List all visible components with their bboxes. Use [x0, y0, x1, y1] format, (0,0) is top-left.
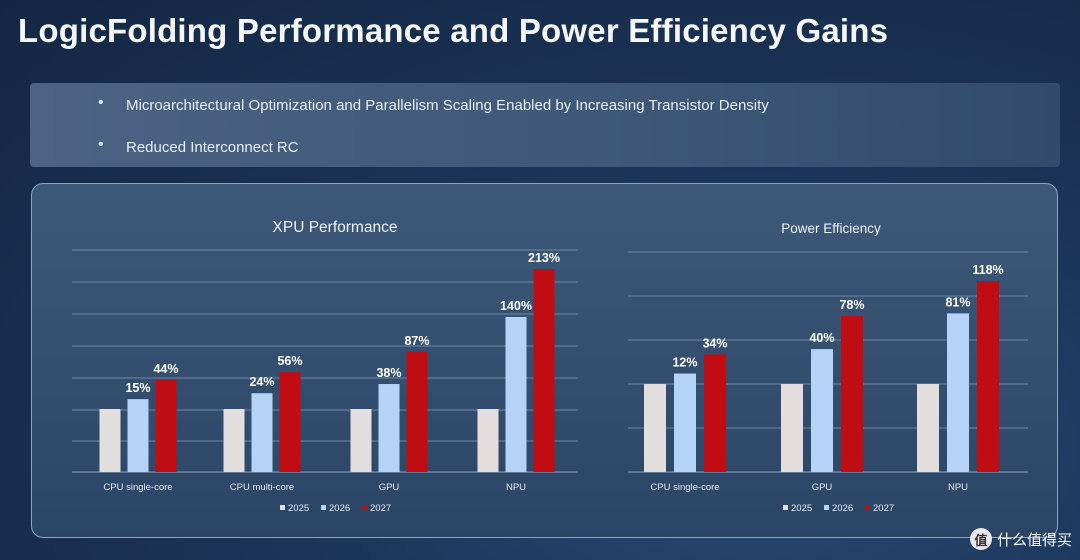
- xpu-bar-gpu-2027: [406, 351, 428, 472]
- xpu-legend-swatch-2027: [362, 505, 367, 510]
- xpu-data-label-cpu-single-core-2027: 44%: [153, 362, 178, 376]
- xpu-data-label-cpu-multi-core-2027: 56%: [277, 354, 302, 368]
- xpu-legend-label-2026: 2026: [329, 503, 350, 514]
- eff-bar-gpu-2026: [811, 349, 833, 472]
- watermark-text: 什么值得买: [996, 531, 1072, 549]
- page-title: LogicFolding Performance and Power Effic…: [18, 12, 889, 49]
- eff-data-label-gpu-2027: 78%: [839, 298, 864, 312]
- eff-data-label-npu-2027: 118%: [972, 263, 1003, 277]
- eff-bar-cpu-single-core-2025: [644, 384, 666, 472]
- eff-data-label-npu-2026: 81%: [945, 295, 970, 309]
- xpu-category-label-gpu: GPU: [379, 482, 400, 493]
- bullet-1: Microarchitectural Optimization and Para…: [126, 97, 769, 114]
- xpu-data-label-cpu-multi-core-2026: 24%: [249, 375, 274, 389]
- xpu-legend-label-2027: 2027: [370, 503, 391, 514]
- bullet-dot-icon: •: [98, 136, 104, 153]
- xpu-data-label-cpu-single-core-2026: 15%: [125, 381, 150, 395]
- eff-category-label-cpu-single-core: CPU single-core: [650, 482, 719, 493]
- eff-bar-npu-2026: [947, 313, 969, 472]
- bullet-dot-icon: •: [98, 94, 104, 111]
- bullet-box: • Microarchitectural Optimization and Pa…: [30, 83, 1060, 167]
- eff-bar-npu-2027: [977, 281, 999, 472]
- xpu-category-label-cpu-single-core: CPU single-core: [103, 482, 172, 493]
- eff-legend-swatch-2026: [824, 505, 829, 510]
- xpu-legend-swatch-2025: [280, 505, 285, 510]
- eff-data-label-cpu-single-core-2027: 34%: [702, 336, 727, 350]
- eff-legend-label-2025: 2025: [791, 503, 812, 514]
- watermark-logo-icon: 值: [969, 528, 992, 550]
- eff-legend-label-2026: 2026: [832, 503, 853, 514]
- xpu-bar-cpu-multi-core-2026: [251, 393, 273, 472]
- eff-bar-gpu-2027: [841, 316, 863, 472]
- xpu-bar-gpu-2025: [350, 409, 372, 472]
- xpu-data-label-npu-2026: 140%: [500, 299, 532, 313]
- xpu-bar-gpu-2026: [378, 384, 400, 472]
- eff-category-label-gpu: GPU: [812, 482, 833, 493]
- bullet-2: Reduced Interconnect RC: [126, 139, 299, 156]
- eff-category-label-npu: NPU: [948, 482, 968, 493]
- xpu-bar-cpu-single-core-2025: [99, 409, 121, 472]
- xpu-bar-cpu-single-core-2026: [127, 399, 149, 472]
- eff-chart-title: Power Efficiency: [781, 221, 881, 236]
- xpu-bar-cpu-single-core-2027: [155, 380, 177, 472]
- eff-legend-swatch-2025: [783, 505, 788, 510]
- watermark: 值 什么值得买: [969, 528, 1072, 550]
- eff-legend-label-2027: 2027: [873, 503, 894, 514]
- xpu-legend-label-2025: 2025: [288, 503, 309, 514]
- eff-bar-cpu-single-core-2027: [704, 354, 726, 472]
- eff-data-label-cpu-single-core-2026: 12%: [672, 356, 697, 370]
- xpu-data-label-npu-2027: 213%: [528, 251, 560, 265]
- eff-legend-swatch-2027: [865, 505, 870, 510]
- xpu-bar-cpu-multi-core-2025: [223, 409, 245, 472]
- xpu-bar-npu-2026: [505, 316, 527, 472]
- eff-data-label-gpu-2026: 40%: [809, 331, 834, 345]
- xpu-data-label-gpu-2026: 38%: [376, 366, 401, 380]
- xpu-bar-npu-2027: [533, 269, 555, 472]
- xpu-data-label-gpu-2027: 87%: [404, 334, 429, 348]
- eff-bar-gpu-2025: [781, 384, 803, 472]
- xpu-bar-cpu-multi-core-2027: [279, 372, 301, 472]
- eff-bar-cpu-single-core-2026: [674, 373, 696, 472]
- xpu-legend-swatch-2026: [321, 505, 326, 510]
- xpu-bar-npu-2025: [477, 409, 499, 472]
- xpu-category-label-cpu-multi-core: CPU multi-core: [230, 482, 294, 493]
- eff-bar-npu-2025: [917, 384, 939, 472]
- xpu-chart-title: XPU Performance: [273, 219, 398, 236]
- xpu-category-label-npu: NPU: [506, 482, 526, 493]
